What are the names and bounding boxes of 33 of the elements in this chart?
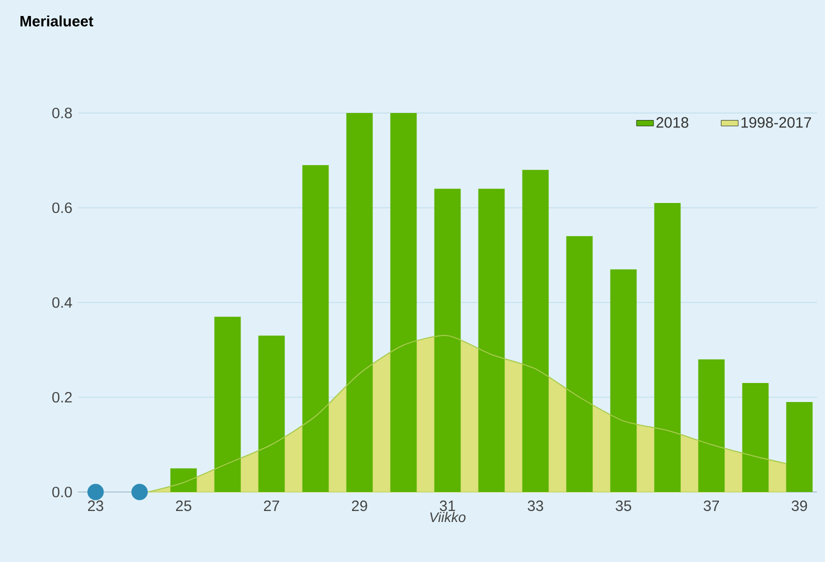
y-tick-label: 0.4 [52, 297, 72, 308]
bar [390, 112, 417, 492]
x-tick-label: 29 [352, 500, 368, 512]
bar [654, 203, 681, 492]
x-tick-label: 39 [792, 500, 808, 512]
y-tick-label: 0.2 [52, 392, 72, 403]
bar [566, 236, 593, 492]
x-tick-label: 25 [176, 500, 192, 512]
x-tick-label: 35 [616, 500, 632, 512]
bar [522, 170, 549, 492]
x-tick-label: 37 [704, 500, 719, 512]
bar [434, 188, 461, 492]
bar [346, 112, 373, 492]
x-axis-title: Viikko [430, 512, 466, 522]
y-tick-label: 0.6 [52, 202, 72, 214]
legend-label: 2018 [656, 117, 688, 128]
bar [698, 359, 725, 492]
bar [478, 188, 505, 492]
chart-title: Merialueet [20, 16, 94, 26]
bar [786, 402, 813, 492]
bar [302, 165, 329, 492]
x-tick-label: 31 [440, 500, 456, 512]
bar [610, 269, 637, 492]
bar [214, 316, 241, 492]
bar [258, 336, 285, 492]
bar [742, 383, 769, 492]
bar [170, 468, 197, 492]
y-tick-label: 0.0 [52, 486, 72, 498]
y-tick-label: 0.8 [52, 108, 72, 118]
legend-label: 1998-2017 [742, 117, 812, 128]
x-tick-label: 33 [528, 500, 544, 512]
x-tick-label: 27 [264, 500, 280, 511]
x-tick-label: 23 [88, 500, 104, 512]
